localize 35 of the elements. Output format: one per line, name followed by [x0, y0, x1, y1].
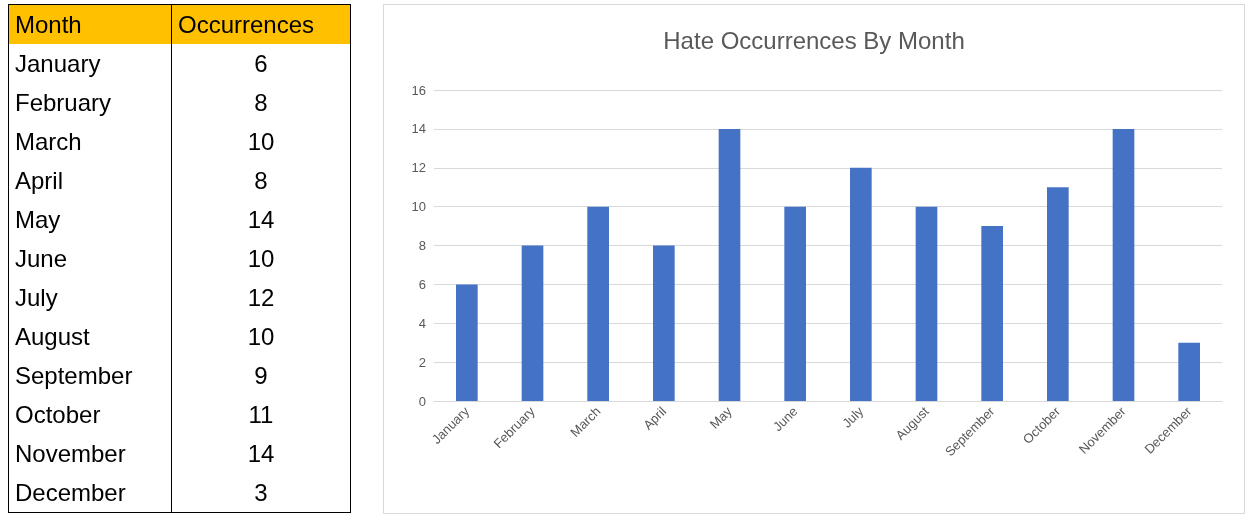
data-label: 9	[253, 360, 269, 391]
data-label: 3	[253, 477, 269, 508]
category-label: August	[8, 317, 172, 356]
category-label: February	[8, 83, 172, 122]
category-label: January	[8, 44, 172, 83]
data-label: 14	[246, 438, 276, 469]
category-label: December	[8, 473, 172, 513]
data-label: 10	[246, 321, 276, 352]
x-tick-label: May	[706, 403, 736, 432]
y-tick-label: 6	[418, 276, 426, 292]
data-label: 11	[247, 399, 275, 430]
chart-title: Hate Occurrences By Month	[663, 26, 965, 54]
data-label: 10	[246, 243, 276, 274]
category-label: April	[8, 161, 172, 200]
y-tick-label: 2	[418, 354, 426, 370]
data-label: 10	[246, 126, 276, 157]
x-tick-label: July	[839, 403, 867, 431]
data-label: 8	[253, 165, 269, 196]
y-tick-label: 14	[411, 121, 426, 137]
category-label: March	[8, 122, 172, 161]
category-label: September	[8, 356, 172, 395]
header-fill: Month Occurrences	[8, 4, 351, 44]
category-label: May	[8, 200, 172, 239]
y-tick-label: 8	[418, 238, 426, 253]
data-label: 6	[253, 48, 269, 79]
y-tick-label: 16	[411, 82, 426, 98]
y-tick-label: 10	[411, 199, 426, 215]
data-label: 8	[253, 87, 269, 118]
category-label: July	[8, 278, 172, 317]
y-tick-label: 0	[418, 393, 426, 409]
data-label: 12	[246, 282, 276, 313]
data-label: 14	[246, 204, 276, 235]
category-label: June	[8, 239, 172, 278]
y-tick-label: 12	[411, 160, 426, 176]
y-tick-label: 4	[418, 315, 426, 331]
